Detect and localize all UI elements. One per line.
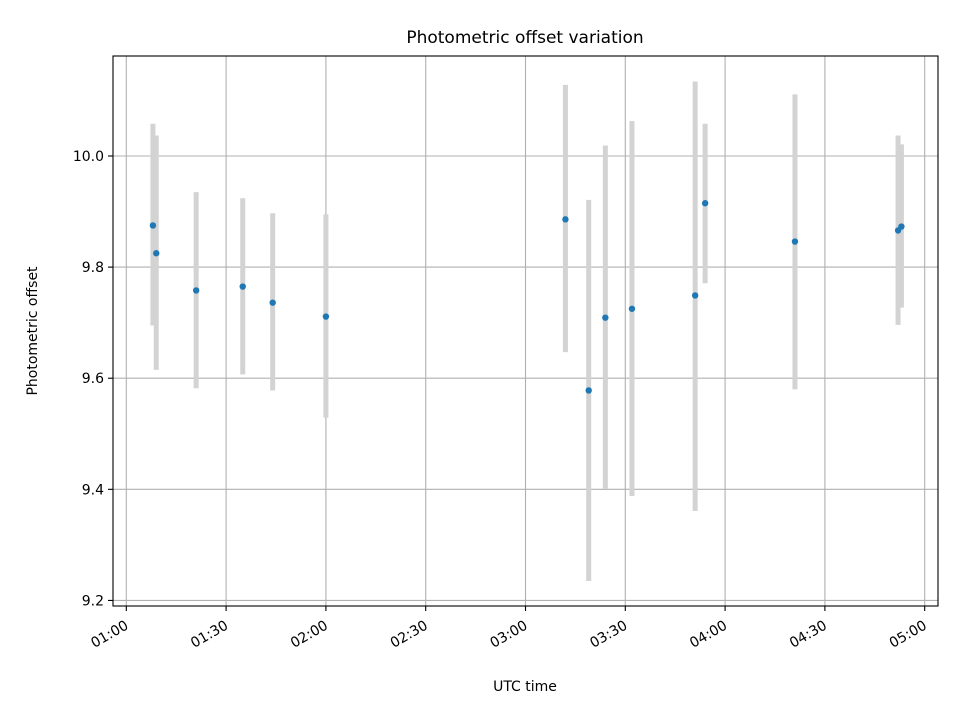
data-point	[585, 387, 592, 394]
grid	[113, 56, 938, 606]
x-tick-label: 03:30	[587, 618, 630, 652]
y-tick-label: 9.6	[82, 371, 104, 387]
x-tick-label: 05:00	[887, 618, 930, 652]
data-point	[239, 283, 246, 290]
data-point	[192, 287, 200, 294]
x-tick-label: 04:30	[787, 618, 830, 652]
y-tick-label: 10.0	[73, 149, 104, 165]
data-point	[691, 292, 699, 299]
y-tick-label: 9.8	[82, 260, 104, 276]
data-point	[269, 299, 276, 306]
x-tick-label: 03:00	[488, 618, 531, 652]
y-tick-label: 9.2	[82, 593, 104, 609]
data-point	[602, 314, 609, 321]
x-tick-label: 02:30	[388, 618, 431, 652]
x-axis-ticks: 01:00 01:30 02:00 02:30 03:00 03:30 04:00 04:30…	[88, 606, 930, 652]
x-tick-label: 04:00	[687, 618, 730, 652]
data-points	[149, 200, 905, 394]
data-point	[628, 305, 636, 312]
y-axis-label: Photometric offset	[25, 266, 41, 396]
data-point	[562, 216, 569, 223]
x-tick-label: 02:00	[288, 618, 331, 652]
x-axis-label: UTC time	[493, 679, 557, 695]
data-point	[153, 250, 160, 257]
data-point	[149, 222, 157, 229]
x-tick-label: 01:30	[188, 618, 231, 652]
y-tick-label: 9.4	[82, 482, 104, 498]
data-point	[898, 223, 905, 230]
x-tick-label: 01:00	[88, 618, 131, 652]
y-axis-ticks: 9.2 9.4 9.6 9.8 10.0	[73, 149, 113, 609]
data-point	[701, 200, 709, 207]
data-point	[791, 238, 799, 245]
chart-title: Photometric offset variation	[406, 28, 643, 48]
data-point	[322, 313, 330, 320]
